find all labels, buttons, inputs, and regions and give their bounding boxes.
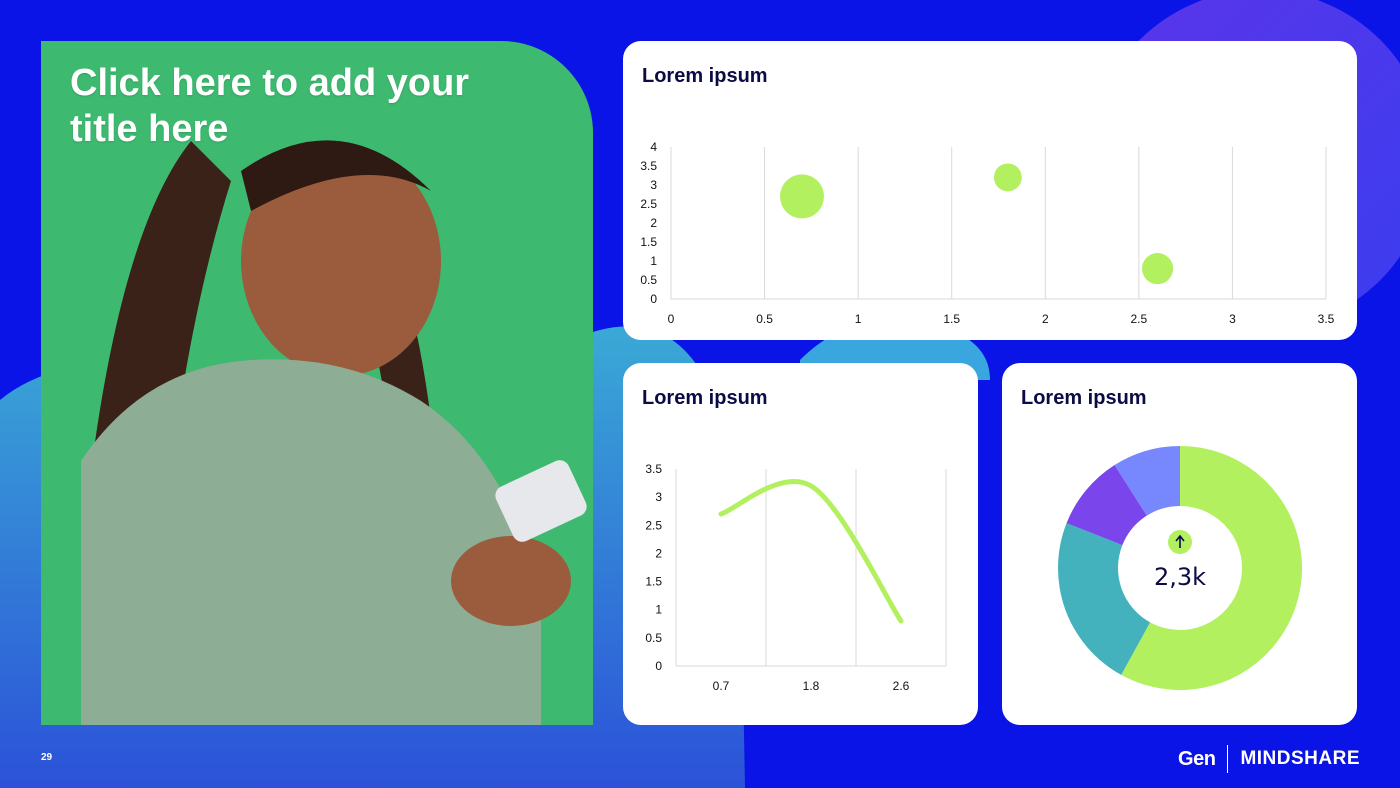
x-tick-label: 0 <box>668 312 675 326</box>
bubble-point <box>780 174 824 219</box>
smiling-woman-with-phone-photo <box>41 41 593 725</box>
bubble-chart: 0 0.5 1 1.5 2 2.5 3 3.5 0 0.5 1 1.5 2 2.5 3 3.5 4 <box>640 140 1335 326</box>
y-tick-label: 1 <box>650 254 657 268</box>
donut-chart-title: Lorem ipsum <box>1021 387 1147 409</box>
y-tick-label: 3 <box>650 178 657 192</box>
line-chart-card: Lorem ipsum 0 0.5 1 1.5 2 2.5 3 3.5 0.7 1.8 2.6 <box>623 363 978 725</box>
brand-footer: Gen MINDSHARE <box>1178 745 1360 773</box>
slide-title[interactable]: Click here to add your title here <box>70 62 470 150</box>
line-chart: 0 0.5 1 1.5 2 2.5 3 3.5 0.7 1.8 2.6 <box>645 462 947 693</box>
y-tick-label: 2.5 <box>645 518 662 532</box>
page-number: 29 <box>41 752 53 763</box>
mindshare-logo: MINDSHARE <box>1240 748 1360 769</box>
x-tick-label: 1 <box>855 312 862 326</box>
donut-chart-card: Lorem ipsum 2,3k <box>1002 363 1357 725</box>
x-tick-label: 1.5 <box>943 312 960 326</box>
x-tick-label: 2 <box>1042 312 1049 326</box>
y-tick-label: 0 <box>650 292 657 306</box>
line-chart-title: Lorem ipsum <box>642 387 768 409</box>
bubble-point <box>993 163 1022 192</box>
x-tick-label: 0.5 <box>756 312 773 326</box>
donut-slice <box>1066 464 1147 546</box>
x-tick-label: 0.7 <box>713 679 730 693</box>
y-tick-label: 2.5 <box>640 197 657 211</box>
y-tick-label: 0 <box>655 659 662 673</box>
line-series <box>718 478 904 624</box>
donut-slice <box>1121 446 1302 690</box>
x-tick-label: 2.6 <box>893 679 910 693</box>
y-tick-label: 1.5 <box>645 575 662 589</box>
donut-chart: 2,3k <box>1058 446 1302 690</box>
x-tick-label: 2.5 <box>1131 312 1148 326</box>
y-tick-label: 3.5 <box>645 462 662 476</box>
donut-slice <box>1058 523 1151 675</box>
bubble-chart-card: Lorem ipsum 0 0.5 1 1.5 2 2.5 3 3.5 0 0.5 1 1.5 2 2.5… <box>623 41 1357 340</box>
brand-divider <box>1227 745 1229 773</box>
x-tick-label: 1.8 <box>803 679 820 693</box>
y-tick-label: 3.5 <box>640 159 657 173</box>
donut-slice <box>1114 446 1180 516</box>
y-tick-label: 2 <box>655 546 662 560</box>
arrow-up-glyph <box>1175 534 1185 548</box>
bubble-chart-title: Lorem ipsum <box>642 65 768 87</box>
y-tick-label: 3 <box>655 490 662 504</box>
x-tick-label: 3 <box>1229 312 1236 326</box>
y-tick-label: 1 <box>655 603 662 617</box>
x-tick-label: 3.5 <box>1318 312 1335 326</box>
y-tick-label: 2 <box>650 216 657 230</box>
hero-photo <box>41 41 593 725</box>
gen-logo: Gen <box>1178 747 1216 770</box>
y-tick-label: 0.5 <box>640 273 657 287</box>
y-tick-label: 4 <box>650 140 657 154</box>
y-tick-label: 0.5 <box>645 631 662 645</box>
donut-center-value: 2,3k <box>1154 563 1206 591</box>
y-tick-label: 1.5 <box>640 235 657 249</box>
bubble-point <box>1142 253 1174 285</box>
